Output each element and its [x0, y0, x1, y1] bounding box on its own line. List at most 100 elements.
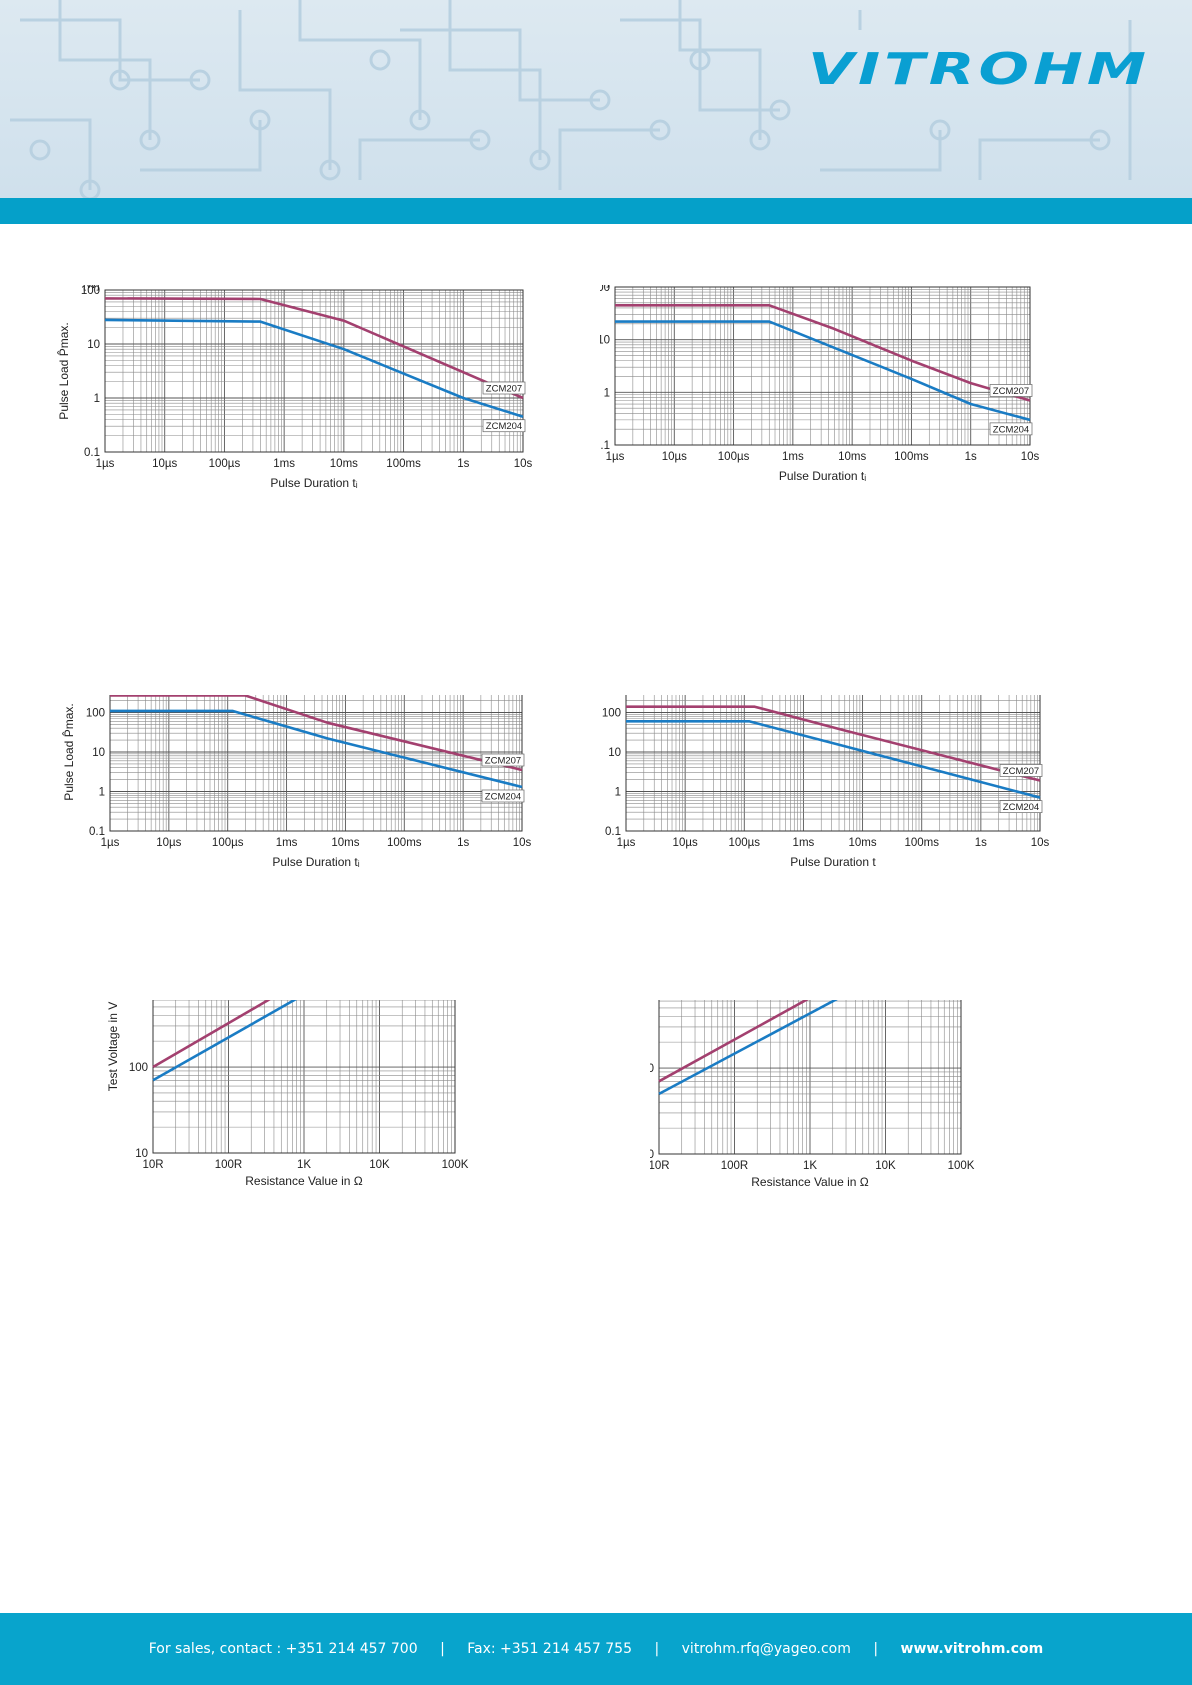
- series-line-zcm204: [626, 719, 1041, 799]
- circuit-node: [1089, 129, 1111, 151]
- x-tick-label: 10µs: [152, 458, 177, 470]
- y-tick-label: 10: [135, 1148, 148, 1160]
- series-label-box: [999, 764, 1043, 777]
- x-tick-label: 10s: [1021, 451, 1040, 463]
- y-tick-label: 1: [99, 787, 105, 799]
- circuit-node: [139, 129, 161, 151]
- x-axis-label: Resistance Value in Ω: [245, 1174, 363, 1188]
- y-tick-label: 0.1: [605, 826, 621, 838]
- x-tick-label: 100ms: [387, 837, 422, 849]
- y-tick-label: 1: [94, 393, 100, 405]
- circuit-trace: [358, 138, 480, 180]
- circuit-trace: [10, 118, 92, 190]
- plot-frame: [625, 695, 1041, 832]
- circuit-pattern-icon: [10, 0, 1132, 200]
- y-tick-label: 10: [650, 1149, 654, 1161]
- y-tick-label: 0.1: [84, 447, 100, 459]
- circuit-trace: [298, 0, 422, 120]
- footer-website-link[interactable]: www.vitrohm.com: [900, 1641, 1044, 1657]
- series-line-zcm204: [110, 709, 523, 789]
- page-header: VITROHM: [0, 0, 1192, 200]
- y-tick-label: 1: [615, 787, 621, 799]
- x-tick-label: 1s: [457, 837, 469, 849]
- plot-area: [152, 1000, 456, 1154]
- y-tick-label: 100: [600, 285, 610, 294]
- plot-frame: [152, 1000, 456, 1154]
- y-tick-label: 0.1: [600, 440, 610, 452]
- y-tick-label: 10: [92, 747, 105, 759]
- chart-test-voltage-1: ZCM207ZCM20410R100R1K10K100K101001K3KRes…: [106, 1000, 469, 1188]
- plot-frame: [109, 695, 523, 832]
- page-footer: For sales, contact : +351 214 457 700 | …: [0, 1613, 1192, 1685]
- plot-area: [104, 289, 524, 453]
- x-tick-label: 100R: [721, 1160, 749, 1172]
- x-tick-label: 10ms: [849, 837, 877, 849]
- series-line-zcm207: [658, 1000, 809, 1083]
- series-label-zcm207: ZCM207: [486, 384, 522, 395]
- x-tick-label: 100µs: [209, 458, 241, 470]
- circuit-trace: [978, 138, 1100, 180]
- series-line-zcm207: [152, 1000, 271, 1069]
- plot-area: [614, 286, 1031, 446]
- circuit-trace: [558, 128, 660, 190]
- y-axis-label: Test Voltage in V: [106, 1002, 120, 1091]
- plot-background: [615, 287, 1030, 445]
- series-label-box: [989, 422, 1033, 436]
- plot-area: [109, 695, 523, 832]
- chart-title: P̄→0: [295, 285, 333, 287]
- y-tick-label: 100: [86, 708, 105, 720]
- series-line-zcm207: [626, 705, 1041, 782]
- circuit-trace: [678, 0, 762, 140]
- circuit-node: [319, 159, 341, 181]
- series-label-zcm204: ZCM204: [993, 424, 1029, 435]
- x-axis-label: Pulse Duration tᵢ: [779, 469, 866, 483]
- x-tick-label: 10µs: [156, 837, 181, 849]
- x-tick-label: 10R: [142, 1159, 163, 1171]
- y-unit-label: [W]: [83, 285, 100, 291]
- y-axis-label: Pulse Load P̂max.: [61, 703, 76, 800]
- plot-background: [105, 290, 523, 452]
- x-tick-label: 1ms: [273, 458, 295, 470]
- footer-email-link[interactable]: vitrohm.rfq@yageo.com: [681, 1641, 851, 1657]
- plot-frame: [658, 1000, 962, 1155]
- circuit-node: [409, 109, 431, 131]
- x-tick-label: 1ms: [793, 837, 815, 849]
- series-line-zcm204: [104, 318, 524, 418]
- y-tick-label: 100: [650, 1063, 654, 1075]
- x-tick-label: 100µs: [718, 451, 750, 463]
- circuit-node: [109, 69, 131, 91]
- y-tick-label: 100: [81, 285, 100, 297]
- x-tick-label: 100µs: [728, 837, 760, 849]
- series-label-box: [999, 800, 1043, 813]
- y-tick-label: 100: [129, 1062, 148, 1074]
- circuit-node: [589, 89, 611, 111]
- circuit-node: [29, 139, 51, 161]
- x-tick-label: 10K: [875, 1160, 896, 1172]
- x-tick-label: 10ms: [838, 451, 866, 463]
- circuit-node: [929, 119, 951, 141]
- x-tick-label: 10ms: [331, 837, 359, 849]
- x-tick-label: 1s: [457, 458, 469, 470]
- x-tick-label: 10s: [1031, 837, 1050, 849]
- series-line-zcm207: [104, 297, 524, 400]
- x-tick-label: 100µs: [212, 837, 244, 849]
- x-tick-label: 100ms: [894, 451, 929, 463]
- series-label-box: [482, 381, 526, 395]
- circuit-trace: [140, 120, 262, 172]
- x-tick-label: 1µs: [101, 837, 120, 849]
- x-tick-label: 10K: [369, 1159, 390, 1171]
- x-tick-label: 1K: [297, 1159, 311, 1171]
- y-tick-label: 10: [608, 747, 621, 759]
- series-label-box: [481, 753, 525, 767]
- x-tick-label: 1µs: [96, 458, 115, 470]
- x-tick-label: 1µs: [617, 837, 636, 849]
- series-label-box: [989, 384, 1033, 397]
- series-label-box: [481, 789, 525, 803]
- circuit-trace: [20, 18, 200, 82]
- y-tick-label: 100: [602, 708, 621, 720]
- series-label-box: [482, 419, 526, 433]
- series-label-zcm204: ZCM204: [486, 421, 522, 432]
- y-unit-label: [W]: [600, 285, 610, 288]
